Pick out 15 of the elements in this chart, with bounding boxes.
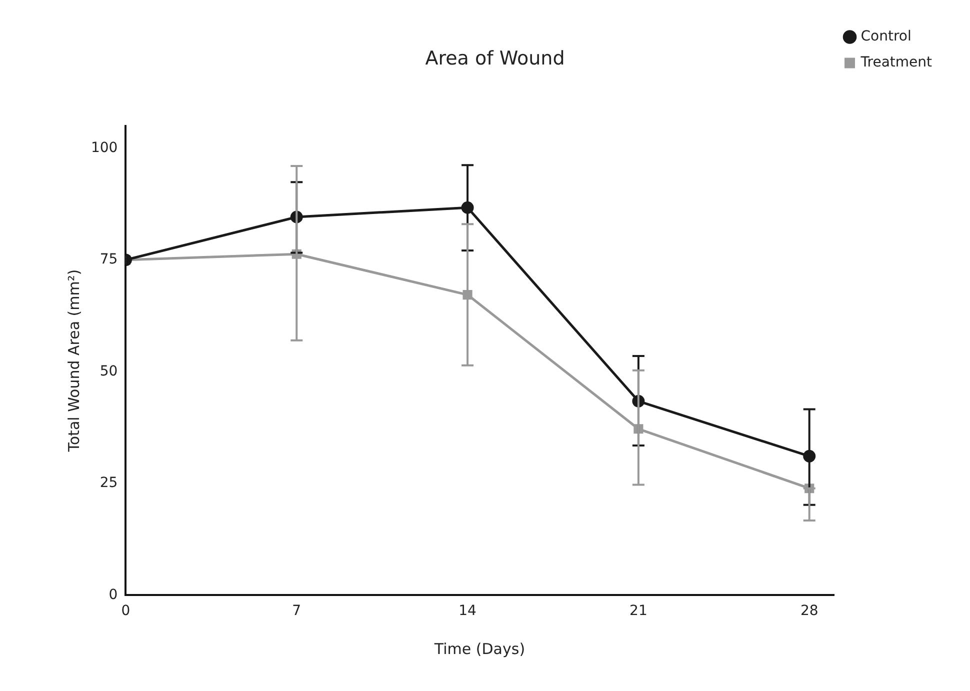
x-axis-title: Time (Days) <box>433 640 526 658</box>
x-tick-label: 21 <box>630 603 648 620</box>
y-tick-label: 75 <box>100 252 118 268</box>
y-tick-label: 50 <box>100 363 118 380</box>
legend-label: Treatment <box>860 54 933 71</box>
chart-title: Area of Wound <box>425 47 565 70</box>
x-tick-label: 14 <box>458 603 477 620</box>
x-tick-label: 0 <box>121 603 130 620</box>
y-tick-label: 0 <box>108 586 118 603</box>
y-tick-label: 100 <box>90 140 118 156</box>
legend-label: Control <box>860 28 912 45</box>
y-axis-title: Total Wound Area (mm²) <box>64 269 83 453</box>
x-tick-label: 7 <box>292 603 302 620</box>
y-tick-label: 25 <box>100 475 118 492</box>
x-tick-label: 28 <box>800 603 818 620</box>
